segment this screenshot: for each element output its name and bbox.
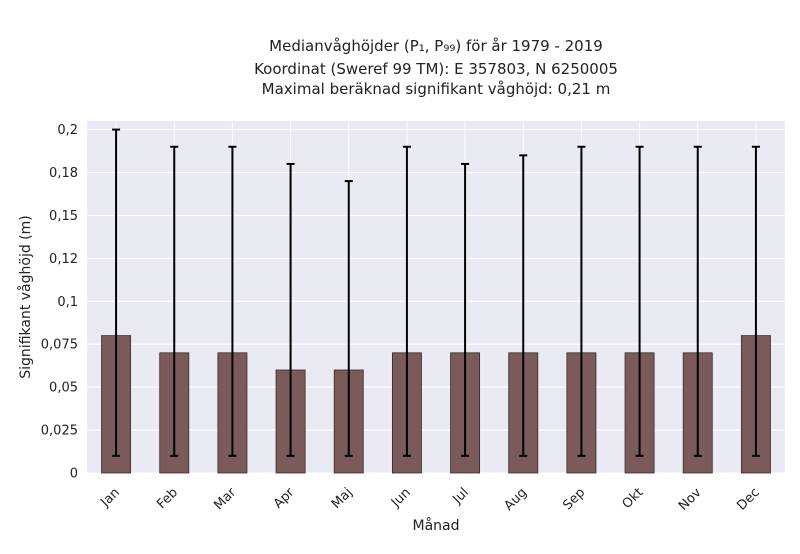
- x-tick-label: Sep: [560, 485, 588, 513]
- error-bar: [461, 162, 470, 457]
- y-tick-label: 0,025: [41, 424, 78, 439]
- error-bar: [577, 145, 586, 457]
- x-tick-label: Nov: [676, 485, 705, 514]
- error-bar: [286, 162, 295, 457]
- error-bar: [112, 128, 121, 457]
- chart-title: Medianvåghöjder (P₁, P₉₉) för år 1979 - …: [254, 37, 618, 98]
- y-tick-label: 0: [70, 467, 78, 482]
- y-tick-label: 0,05: [49, 381, 78, 396]
- chart-title-line-2: Koordinat (Sweref 99 TM): E 357803, N 62…: [254, 60, 618, 78]
- error-bar: [635, 145, 644, 457]
- x-tick-label: Apr: [271, 485, 298, 512]
- x-tick-label: Mar: [211, 485, 239, 513]
- x-tick-label: Maj: [329, 485, 356, 512]
- error-bar: [693, 145, 702, 457]
- plot-area: [87, 121, 785, 473]
- x-tick-label: Jan: [97, 485, 122, 510]
- error-bar: [751, 145, 760, 457]
- error-bar: [519, 154, 528, 457]
- y-tick-label: 0,15: [49, 209, 78, 224]
- x-tick-label: Okt: [620, 485, 647, 512]
- y-tick-label: 0,075: [41, 338, 78, 353]
- error-bar: [402, 145, 411, 457]
- x-tick-label: Aug: [502, 485, 531, 514]
- y-tick-label: 0,18: [49, 166, 78, 181]
- x-axis-ticks: Jan Feb Mar Apr Maj Jun Jul Aug Sep Okt Nov Dec: [97, 485, 762, 514]
- y-axis-ticks: 0 0,025 0,05 0,075 0,1 0,12 0,15 0,18 0,2: [41, 123, 78, 481]
- chart-title-line-3: Maximal beräknad signifikant våghöjd: 0,…: [262, 80, 611, 98]
- error-bar: [170, 145, 179, 457]
- error-bar: [228, 145, 237, 457]
- x-tick-label: Feb: [154, 485, 181, 512]
- chart-title-line-1: Medianvåghöjder (P₁, P₉₉) för år 1979 - …: [269, 37, 603, 55]
- y-tick-label: 0,12: [49, 252, 78, 267]
- y-tick-label: 0,1: [57, 295, 78, 310]
- x-axis-label: Månad: [413, 517, 460, 534]
- x-tick-label: Dec: [734, 485, 762, 513]
- y-axis-label: Signifikant våghöjd (m): [17, 215, 34, 378]
- y-tick-label: 0,2: [57, 123, 78, 138]
- error-bars: [112, 128, 760, 457]
- x-tick-label: Jul: [450, 485, 472, 507]
- error-bar: [344, 180, 353, 457]
- x-tick-label: Jun: [388, 485, 414, 511]
